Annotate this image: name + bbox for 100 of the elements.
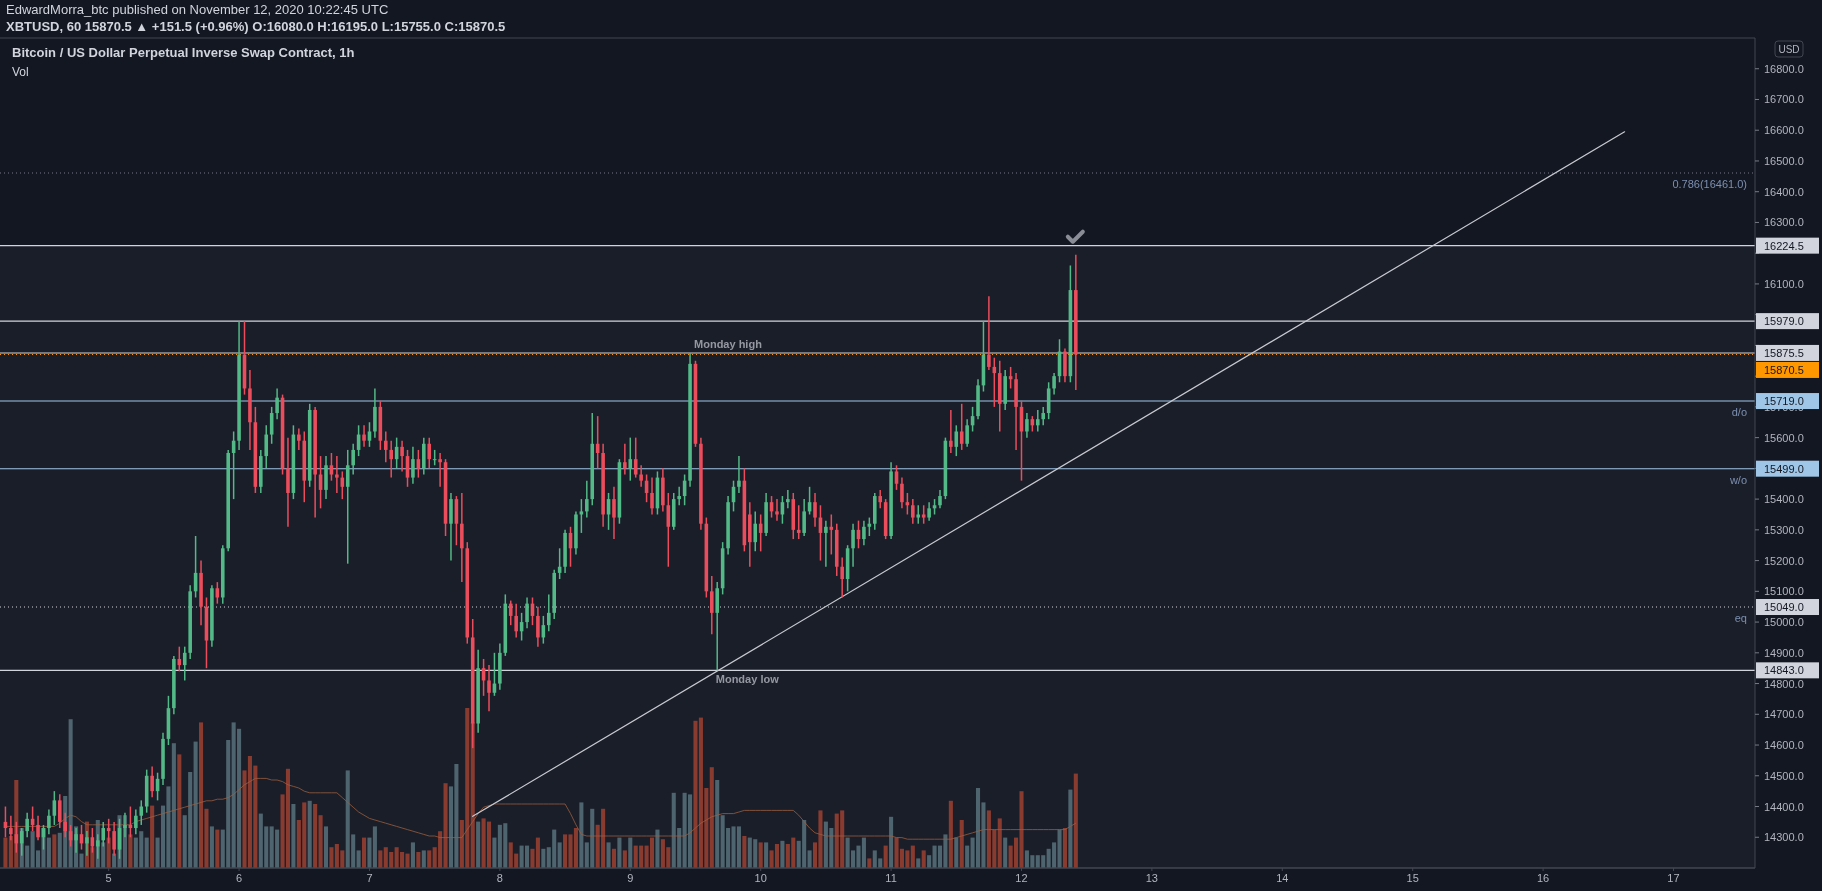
y-tick-label: 15100.0 — [1764, 585, 1804, 598]
candlestick — [612, 486, 616, 540]
candlestick — [840, 556, 844, 599]
bar — [628, 837, 633, 868]
bar — [649, 837, 655, 868]
y-tick-label: 14900.0 — [1764, 646, 1804, 659]
x-tick-label: 14 — [1276, 872, 1289, 884]
bar — [427, 850, 432, 868]
x-tick-label: 10 — [754, 872, 767, 884]
bar — [378, 850, 383, 868]
bar — [921, 850, 926, 868]
bar — [557, 842, 562, 868]
candlestick — [525, 596, 529, 629]
candlestick — [329, 452, 334, 482]
ref-line-label: 15719.0 — [1764, 395, 1804, 408]
bar — [285, 768, 291, 868]
candlestick — [514, 602, 518, 639]
candlestick — [954, 424, 959, 457]
y-tick-label: 15600.0 — [1764, 431, 1804, 444]
bar — [177, 754, 182, 868]
ref-line-label: 15870.5 — [1764, 363, 1804, 376]
candlestick — [862, 519, 866, 546]
candlestick — [546, 593, 551, 633]
candlestick — [367, 421, 372, 448]
candlestick — [297, 427, 301, 451]
candlestick — [949, 409, 953, 454]
y-axis-title: USD — [1778, 44, 1800, 55]
bar — [948, 800, 953, 868]
candlestick — [264, 424, 269, 470]
candlestick — [182, 645, 187, 682]
bar — [313, 804, 318, 868]
x-tick-label: 16 — [1536, 872, 1550, 884]
bar — [1073, 773, 1078, 868]
candlestick — [351, 443, 355, 476]
bar — [106, 837, 111, 868]
x-tick-label: 7 — [366, 872, 373, 884]
ref-line-label: 15979.0 — [1764, 315, 1804, 328]
candlestick — [987, 295, 991, 371]
bar — [476, 821, 481, 868]
y-tick-label: 15200.0 — [1764, 554, 1804, 567]
bar — [150, 805, 155, 868]
bar — [910, 845, 915, 868]
bar — [171, 743, 176, 868]
x-tick-label: 15 — [1406, 872, 1419, 884]
annotation: Monday high — [694, 337, 763, 350]
candlestick — [628, 436, 633, 482]
candlestick — [824, 519, 828, 568]
bar — [486, 821, 492, 868]
candlestick — [150, 765, 154, 799]
candlestick — [134, 808, 138, 835]
candlestick — [1025, 412, 1029, 439]
y-tick-label: 16700.0 — [1764, 93, 1804, 106]
bar — [421, 850, 426, 868]
bar — [52, 834, 57, 868]
y-tick-label: 14500.0 — [1764, 769, 1804, 782]
bar — [541, 848, 546, 868]
y-tick-label: 14700.0 — [1764, 708, 1804, 721]
candlestick — [959, 403, 964, 451]
candlestick — [400, 439, 404, 473]
text: Bitcoin / US Dollar Perpetual Inverse Swap Contract, 1h — [12, 45, 355, 60]
y-tick-label: 14600.0 — [1764, 739, 1804, 752]
x-tick-label: 6 — [236, 872, 243, 884]
bar — [1003, 837, 1008, 868]
bar — [323, 826, 329, 868]
candlestick — [345, 449, 350, 565]
candlestick — [487, 664, 491, 712]
annotation: 0.786(16461.0) — [1672, 177, 1747, 190]
x-tick-label: 5 — [105, 872, 112, 884]
candlestick — [911, 498, 915, 525]
candlestick — [938, 489, 942, 510]
candlestick — [389, 439, 393, 479]
bar — [709, 767, 714, 868]
candlestick — [362, 424, 366, 448]
x-tick-label: 13 — [1145, 872, 1159, 884]
candlestick — [25, 811, 29, 839]
bar — [954, 837, 959, 868]
ref-line-label: 14843.0 — [1764, 664, 1804, 677]
candlestick — [57, 793, 62, 829]
y-tick-label: 16500.0 — [1764, 154, 1804, 167]
bar — [774, 844, 780, 868]
y-tick-label: 15400.0 — [1764, 493, 1804, 506]
bar — [997, 818, 1002, 868]
bar — [867, 858, 872, 868]
candlestick — [585, 479, 589, 519]
bar — [410, 842, 415, 868]
candlestick — [802, 498, 806, 537]
candlestick — [851, 522, 855, 568]
candlestick — [36, 814, 40, 842]
candlestick — [639, 464, 643, 488]
bar — [1062, 828, 1067, 868]
bar — [611, 848, 617, 868]
candlestick — [536, 605, 540, 648]
x-tick-label: 17 — [1667, 872, 1680, 884]
chart-title: Vol — [12, 65, 29, 79]
candlestick — [508, 599, 513, 626]
candlestick — [383, 430, 388, 463]
bar — [209, 826, 214, 868]
candlestick — [900, 476, 904, 510]
bar — [215, 829, 220, 868]
candlestick — [633, 436, 638, 479]
